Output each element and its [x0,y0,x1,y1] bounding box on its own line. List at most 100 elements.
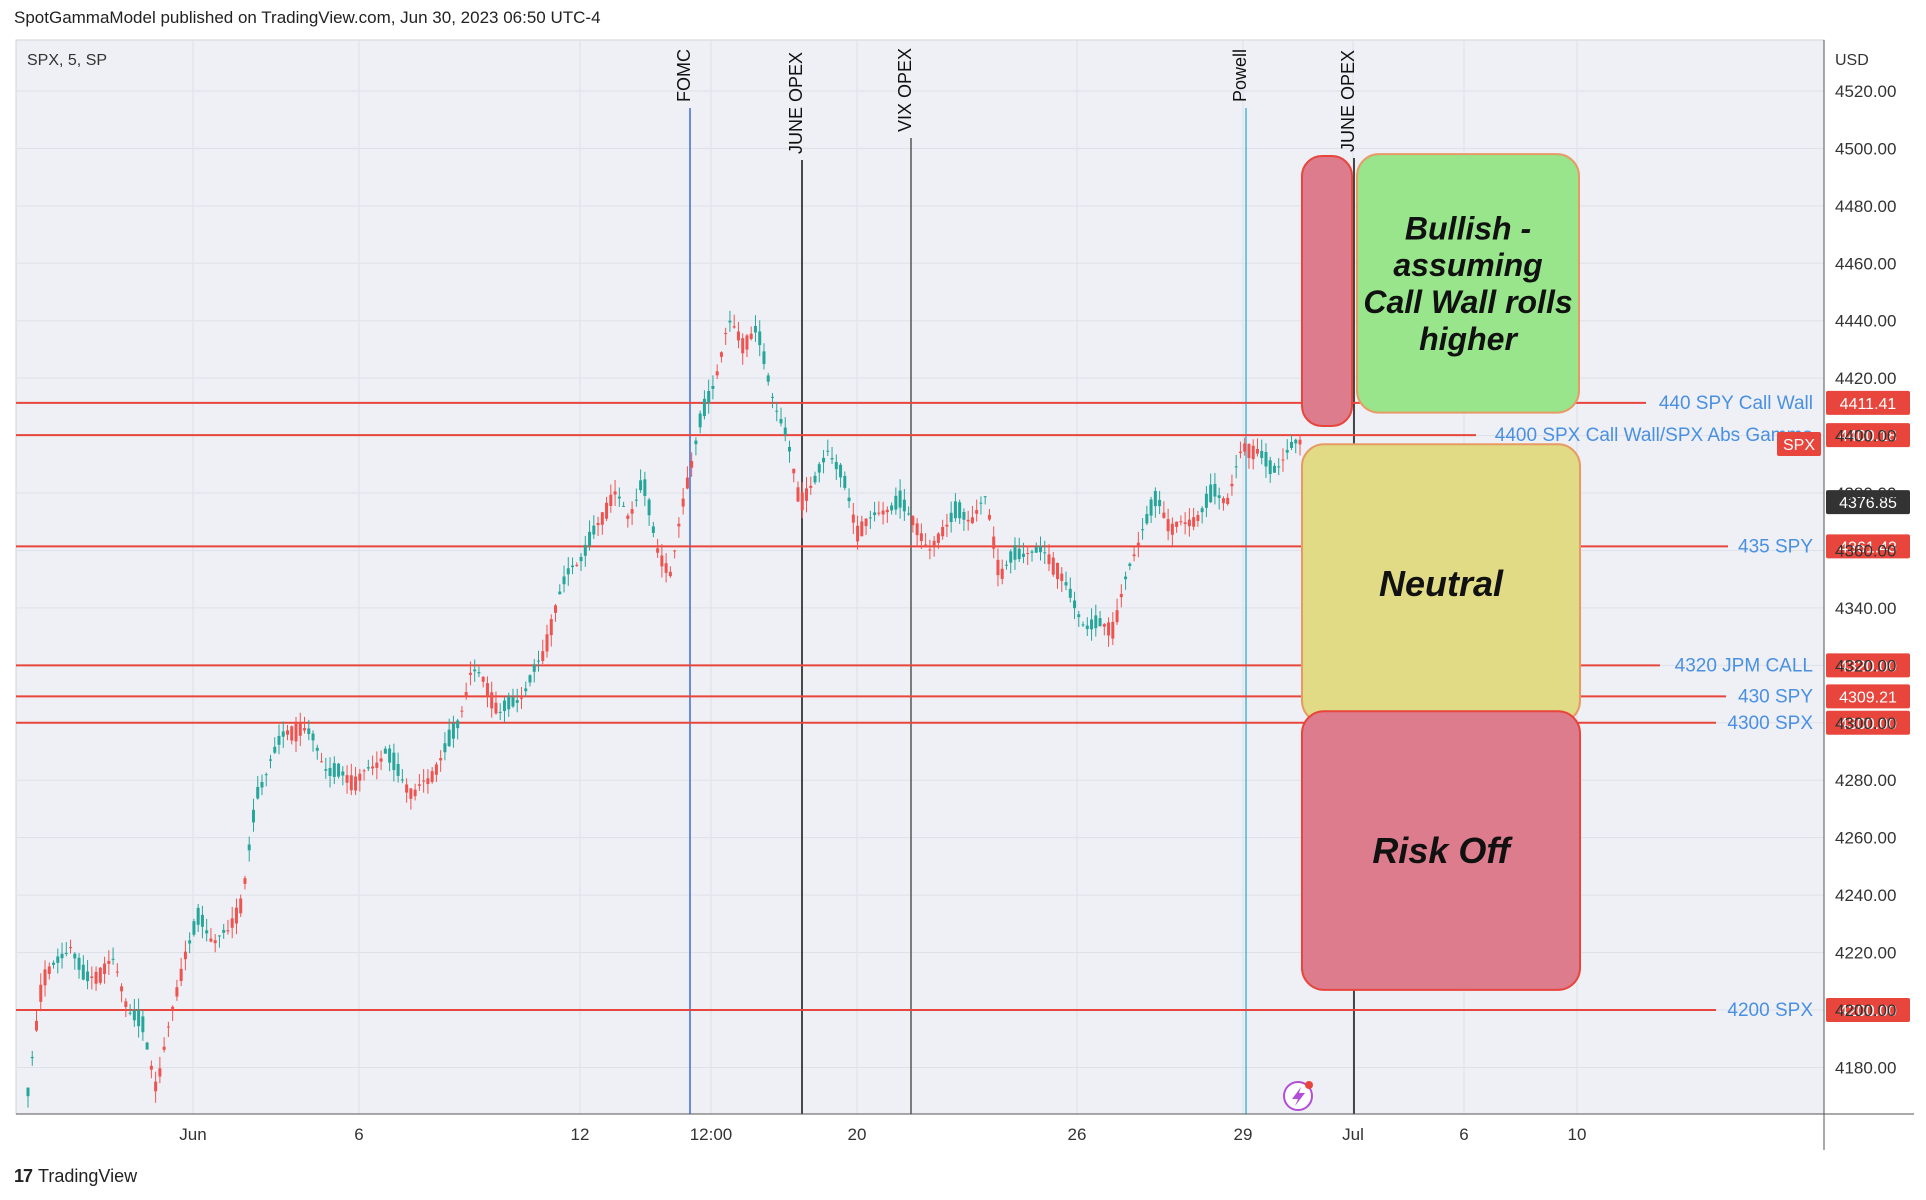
candle-body [1255,448,1259,454]
candle-body [660,555,664,567]
candle-body [890,505,894,511]
candle-body [1213,483,1217,497]
candle-body [460,710,464,712]
red-stripe-zone [1301,155,1353,427]
candle-body [647,499,651,516]
candle-body [226,930,230,932]
candle-body [915,523,919,536]
candle-body [200,914,204,927]
candle-body [141,1016,145,1033]
candle-body [324,769,328,771]
candle-body [56,956,60,963]
candle-body [681,498,685,507]
candle-body [1221,498,1225,504]
level-label: 4400 SPX Call Wall/SPX Abs Gamma [1495,425,1814,446]
price-tag-label: 4200.00 [1839,1003,1897,1020]
price-tag [1826,653,1910,678]
candle-body [162,1046,166,1050]
candle-body [1047,554,1051,565]
candle-body [217,935,221,937]
candle-body [362,770,366,772]
candle-body [320,761,324,763]
candles [26,310,1302,1108]
level-label: 440 SPY Call Wall [1659,393,1813,414]
candle-body [188,940,192,944]
y-tick-label: 4180.00 [1835,1058,1896,1077]
lightning-icon[interactable] [1283,1081,1313,1111]
candle-body [805,488,809,501]
zone-label: Bullish - [1405,210,1531,246]
candle-body [281,731,285,737]
candle-body [779,418,783,424]
candle-body [1158,499,1162,507]
candle-body [396,763,400,776]
candle-body [545,634,549,652]
candle-body [685,477,689,489]
candle-body [770,396,774,398]
candle-body [379,758,383,762]
candle-body [847,497,851,502]
candle-body [485,683,489,697]
candle-body [809,485,813,488]
candle-body [541,651,545,661]
price-axis[interactable]: 4180.00 4200.00 4220.00 4240.00 4260.00 4280.… [1835,82,1896,1077]
candle-body [690,460,694,468]
candle-body [1162,512,1166,518]
candle-body [81,964,85,980]
candle-body [932,540,936,546]
y-tick-label: 4260.00 [1835,829,1896,848]
candle-body [166,1026,170,1028]
brand-label: TradingView [38,1166,138,1186]
candle-body [434,764,438,775]
candle-body [792,468,796,474]
candle-body [1090,619,1094,630]
candle-body [800,492,804,511]
candle-body [1183,522,1187,525]
candle-body [290,726,294,741]
candle-body [213,940,217,944]
candle-body [371,766,375,769]
candle-body [443,743,447,753]
x-tick-label: 6 [1459,1125,1468,1144]
candle-body [532,664,536,672]
candle-body [822,457,826,463]
candle-body [1217,495,1221,498]
y-tick-label: 4420.00 [1835,369,1896,388]
footer[interactable]: 17 TradingView [14,1166,137,1187]
candle-body [651,526,655,534]
candle-body [1260,450,1264,458]
candle-body [528,675,532,683]
candle-body [1064,582,1068,586]
candle-body [456,720,460,729]
candle-body [1251,445,1255,460]
candle-body [724,333,728,335]
candle-body [919,533,923,542]
time-axis[interactable]: Jun 6 12 12:00 20 26 29 Jul 6 10 [179,1125,1586,1144]
candle-body [834,461,838,470]
candle-body [702,398,706,417]
candle-body [524,688,528,692]
candle-body [1196,515,1200,521]
candle-body [1098,618,1102,627]
x-tick-label: 29 [1234,1125,1253,1144]
candle-body [949,512,953,523]
candle-body [673,550,677,552]
candle-body [979,502,983,504]
candle-body [60,953,64,959]
y-tick-label: 4240.00 [1835,886,1896,905]
candle-body [358,773,362,781]
candle-body [366,767,370,769]
candle-body [1204,493,1208,508]
price-chart[interactable]: FOMC JUNE OPEX VIX OPEX Powell JUNE OPEX Bul… [0,0,1926,1160]
symbol-price-tag [1777,432,1821,456]
y-tick-label: 4440.00 [1835,312,1896,331]
candle-body [1060,573,1064,581]
y-tick-label: 4200.00 [1835,1001,1896,1020]
candle-body [154,1081,158,1092]
candle-body [1077,614,1081,618]
y-tick-label: 4280.00 [1835,771,1896,790]
candle-body [694,440,698,445]
candle-body [924,544,928,547]
candle-body [490,692,494,709]
zone-label: Call Wall rolls [1363,284,1572,320]
